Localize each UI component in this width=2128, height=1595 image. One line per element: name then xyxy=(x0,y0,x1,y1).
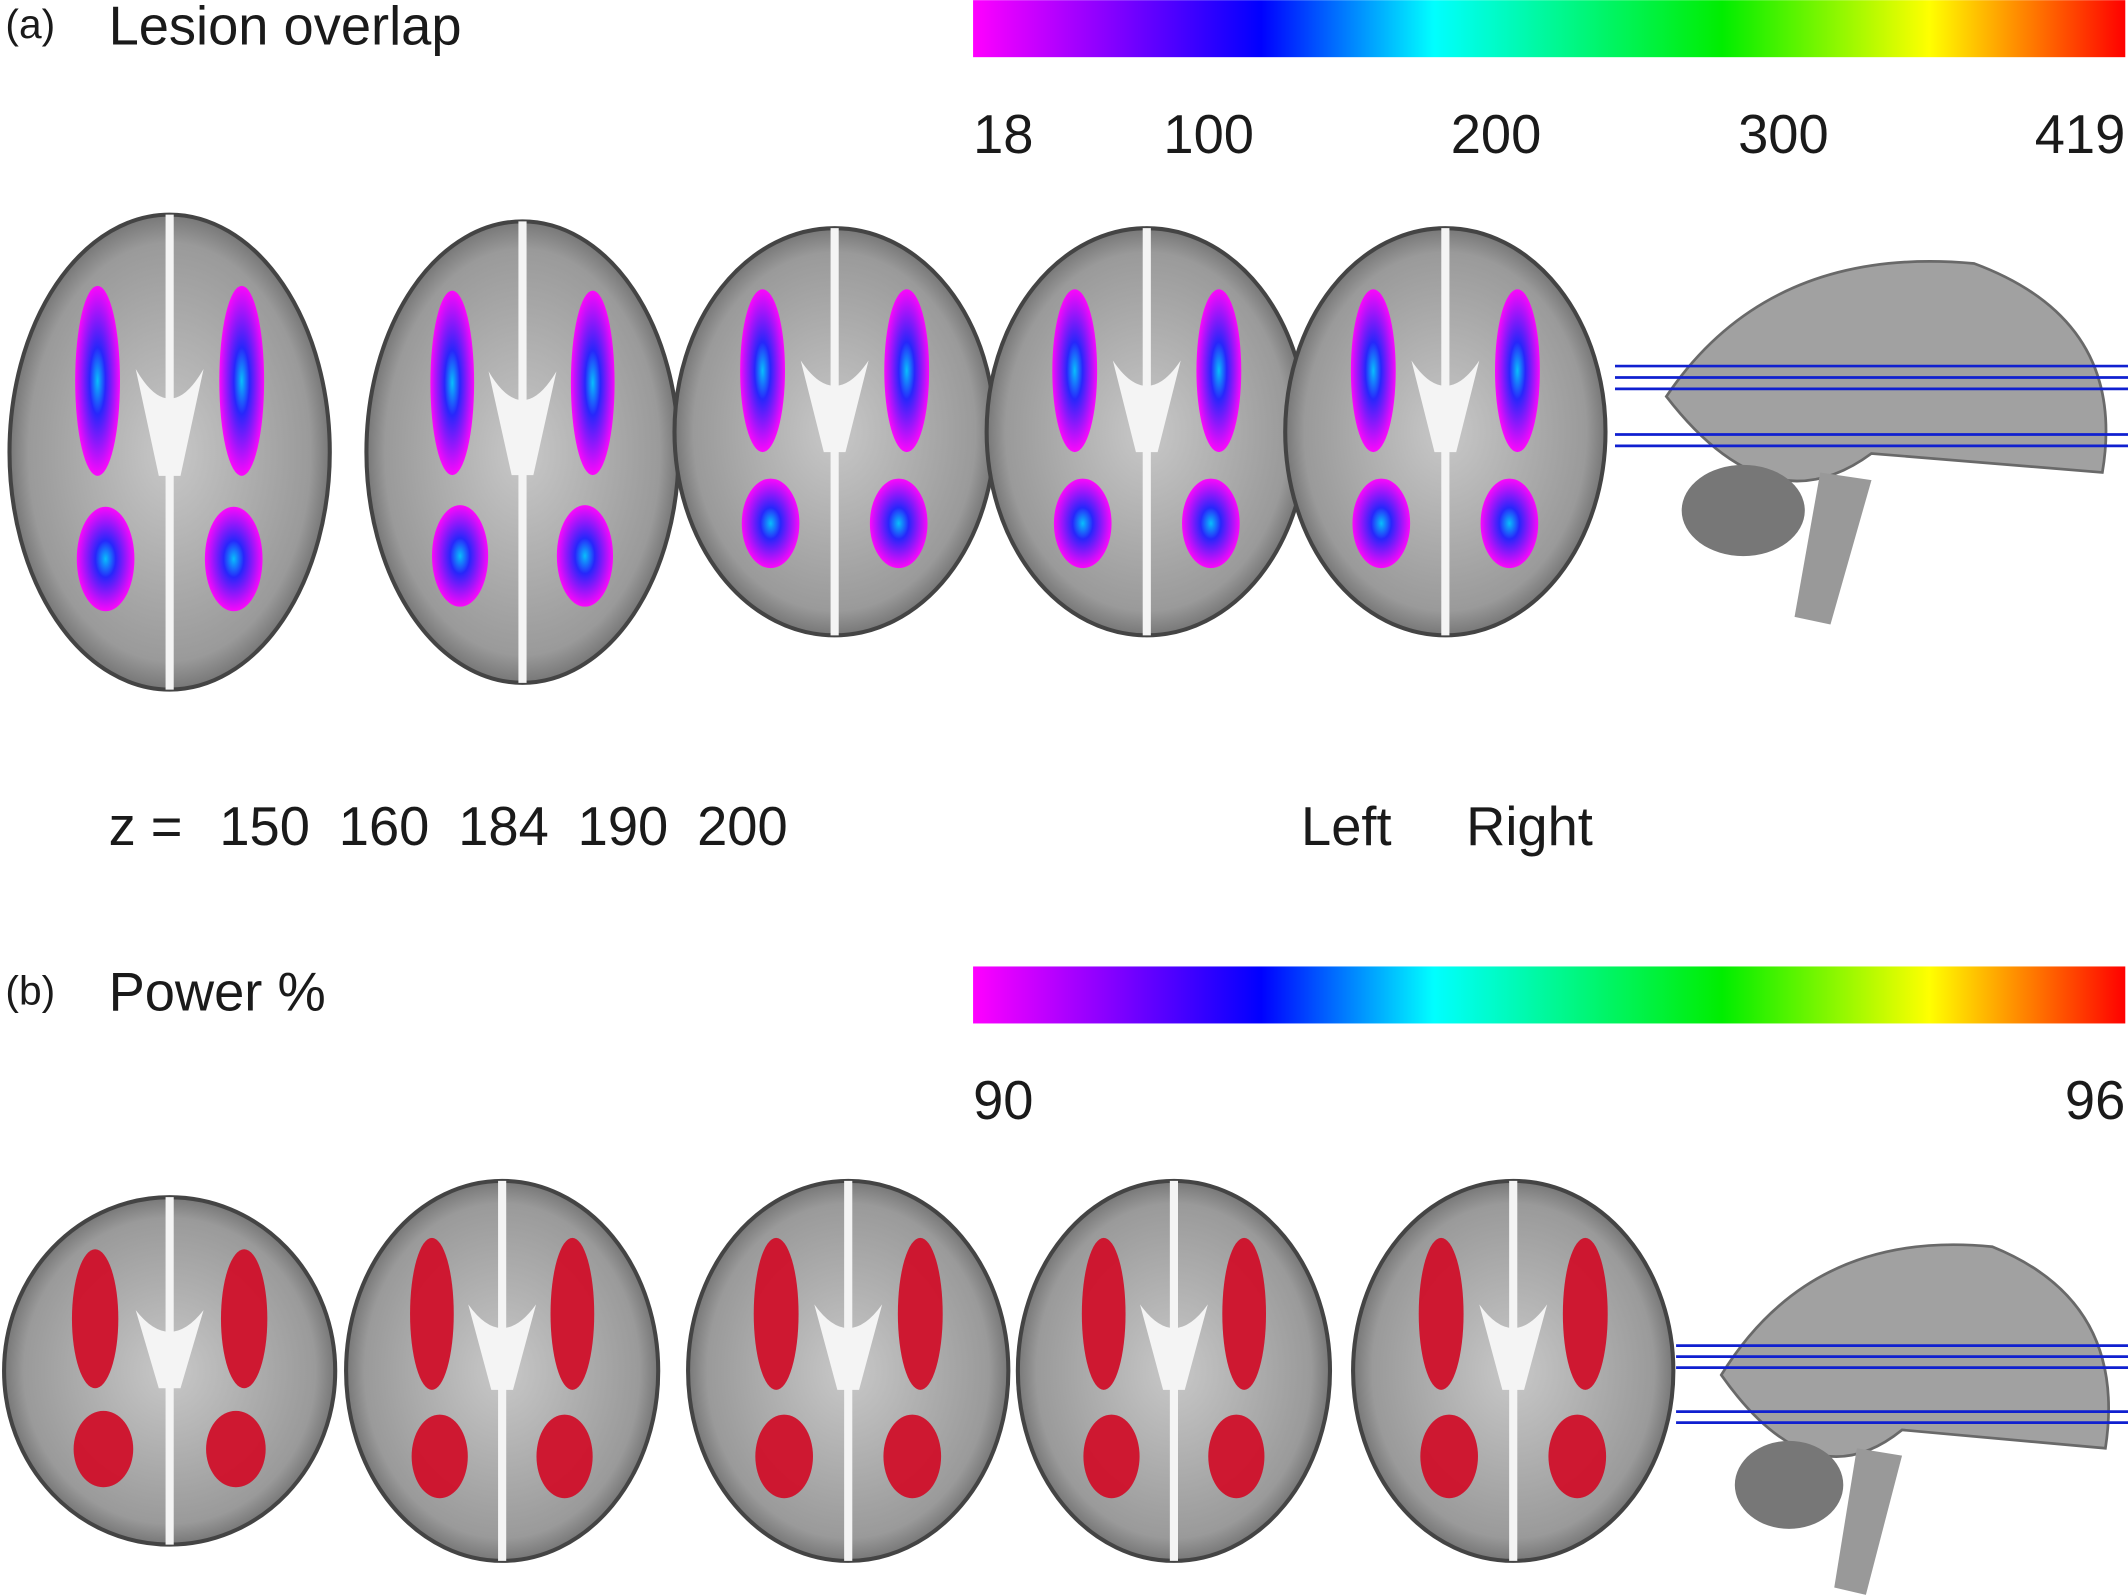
ventricles xyxy=(468,1180,537,1561)
lesion-overlay xyxy=(1222,1237,1267,1390)
colorbar-tick-label: 18 xyxy=(973,104,1033,165)
lesion-overlay xyxy=(1182,478,1240,569)
colorbar-tick-label: 200 xyxy=(1451,104,1542,165)
lesion-overlay xyxy=(1352,478,1411,569)
lesion-overlay xyxy=(570,290,615,476)
brainstem xyxy=(1794,472,1872,625)
ventricles xyxy=(1112,228,1181,636)
colorbar xyxy=(973,0,2126,58)
panel-label: (a) xyxy=(5,1,55,47)
lesion-overlay xyxy=(431,505,489,607)
z-value: 150 xyxy=(219,796,310,857)
colorbar-tick-label: 100 xyxy=(1163,104,1254,165)
lesion-overlay xyxy=(410,1237,454,1390)
axial-slice xyxy=(364,219,681,685)
lesion-overlay xyxy=(1081,1237,1126,1390)
colorbar-tick-label: 90 xyxy=(973,1070,1033,1131)
axial-slice xyxy=(672,226,997,638)
z-value: 200 xyxy=(697,796,788,857)
panel-label: (b) xyxy=(5,967,55,1013)
lesion-overlay xyxy=(71,1249,119,1389)
lesion-overlay xyxy=(740,289,785,453)
lesion-overlay xyxy=(1196,289,1242,453)
lesion-overlay xyxy=(219,285,265,476)
sagittal-slice xyxy=(1615,260,2128,625)
lesion-overlay xyxy=(1053,478,1112,569)
lesion-overlay xyxy=(753,1237,799,1390)
panel-title: Power % xyxy=(109,962,326,1023)
lesion-overlay xyxy=(1548,1414,1607,1499)
cerebellum xyxy=(1681,464,1805,557)
lesion-overlay xyxy=(206,1410,266,1488)
colorbar-tick-label: 300 xyxy=(1738,104,1829,165)
lesion-overlay xyxy=(1083,1414,1140,1499)
axial-slice xyxy=(344,1178,661,1563)
lesion-overlay xyxy=(1052,289,1098,453)
lesion-overlay xyxy=(741,478,800,569)
lesion-overlay xyxy=(1420,1414,1478,1499)
ventricles xyxy=(1140,1180,1208,1561)
z-value: 190 xyxy=(578,796,669,857)
ventricles xyxy=(800,228,869,636)
axial-slice xyxy=(1015,1178,1333,1563)
lesion-overlay xyxy=(1350,289,1396,453)
brainstem xyxy=(1834,1448,1903,1595)
ventricles xyxy=(814,1180,883,1561)
lesion-overlay xyxy=(1562,1237,1608,1390)
z-value: 184 xyxy=(458,796,549,857)
lesion-overlay xyxy=(76,506,135,612)
colorbar-tick-label: 419 xyxy=(2035,104,2126,165)
lesion-overlay xyxy=(869,478,928,569)
lesion-overlay xyxy=(1208,1414,1265,1499)
sagittal-brain xyxy=(1664,260,2108,483)
lesion-overlay xyxy=(204,506,263,612)
axial-slice xyxy=(2,1195,338,1547)
z-label: z = xyxy=(109,796,183,857)
axial-slice xyxy=(686,1178,1011,1563)
lesion-overlay xyxy=(550,1237,595,1390)
lesion-overlay xyxy=(73,1410,134,1488)
lesion-overlay xyxy=(220,1249,268,1389)
ventricles xyxy=(488,221,557,683)
side-label: Right xyxy=(1466,796,1593,857)
sagittal-slice xyxy=(1676,1243,2128,1595)
lesion-overlay xyxy=(430,290,475,476)
lesion-overlay xyxy=(1495,289,1540,453)
z-value: 160 xyxy=(339,796,430,857)
panel-title: Lesion overlap xyxy=(109,0,462,56)
colorbar xyxy=(973,966,2126,1024)
lesion-overlay xyxy=(556,505,614,607)
lesion-overlay xyxy=(884,289,930,453)
axial-slice xyxy=(1283,226,1608,638)
lesion-overlay xyxy=(75,285,120,476)
colorbar-tick-label: 96 xyxy=(2065,1070,2125,1131)
ventricles xyxy=(1479,1180,1548,1561)
sagittal-brain xyxy=(1719,1243,2110,1458)
cerebellum xyxy=(1734,1440,1844,1529)
ventricles xyxy=(135,1197,204,1545)
axial-slice xyxy=(1351,1178,1676,1563)
lesion-overlay xyxy=(1418,1237,1464,1390)
lesion-overlay xyxy=(755,1414,813,1499)
lesion-overlay xyxy=(883,1414,942,1499)
axial-slice xyxy=(984,226,1309,638)
lesion-overlay xyxy=(897,1237,943,1390)
ventricles xyxy=(135,214,204,690)
lesion-overlay xyxy=(411,1414,468,1499)
ventricles xyxy=(1411,228,1480,636)
side-label: Left xyxy=(1301,796,1392,857)
axial-slice xyxy=(7,212,332,692)
lesion-overlay xyxy=(536,1414,593,1499)
lesion-overlay xyxy=(1480,478,1539,569)
